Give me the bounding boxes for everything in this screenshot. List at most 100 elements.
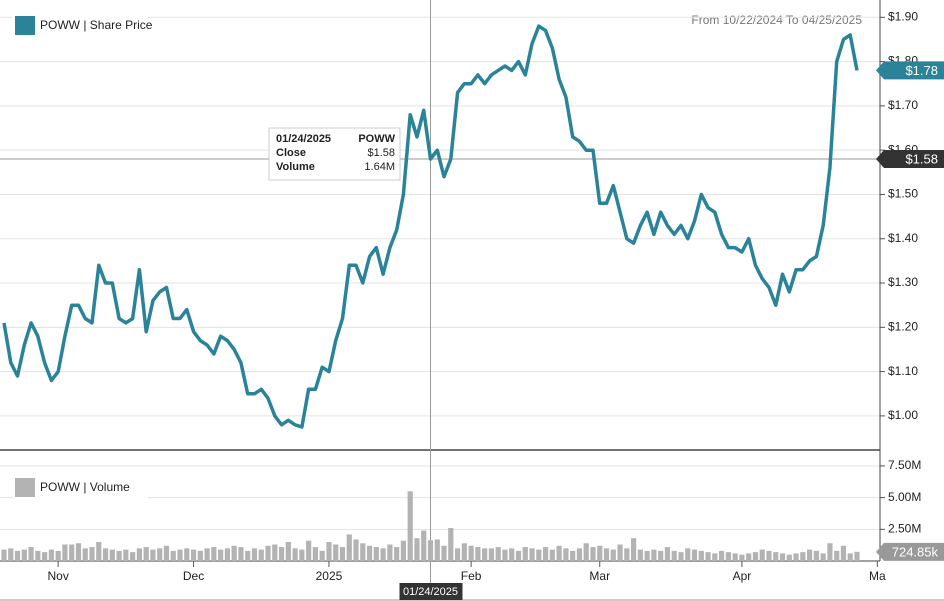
volume-bar (800, 552, 806, 561)
volume-bar (299, 549, 305, 561)
last-price-flag (876, 61, 944, 80)
volume-bar (14, 550, 21, 561)
volume-bar (482, 548, 488, 561)
volume-bar (705, 552, 711, 561)
volume-bar (671, 550, 677, 561)
close-flag (876, 150, 944, 169)
volume-bar (48, 549, 54, 561)
y-tick-label: 7.50M (888, 458, 921, 472)
volume-bar (644, 550, 650, 561)
x-tick-label: Mar (589, 569, 610, 583)
last-price-label: $1.78 (905, 63, 938, 78)
y-tick-label: $1.10 (888, 364, 918, 378)
volume-bar (204, 548, 210, 561)
volume-bar (211, 547, 217, 561)
volume-bar (265, 545, 271, 561)
date-marker-label: 01/24/2025 (403, 586, 458, 598)
volume-bar (102, 548, 109, 561)
price-line (2, 24, 859, 429)
date-range: From 10/22/2024 To 04/25/2025 (691, 13, 862, 27)
volume-bar (570, 550, 576, 561)
volume-bar (556, 545, 562, 561)
x-tick-label: Dec (183, 569, 204, 583)
volume-bar (136, 548, 142, 561)
volume-bar (664, 547, 671, 561)
volume-bar (624, 548, 630, 561)
legend-swatch (15, 478, 35, 497)
volume-bar (522, 547, 528, 561)
volume-bar (238, 547, 244, 561)
volume-bar (319, 550, 325, 561)
volume-bar (630, 538, 637, 561)
volume-bar (339, 547, 346, 561)
volume-bar (773, 552, 779, 561)
volume-bar (542, 547, 549, 561)
volume-bar (251, 548, 258, 561)
y-tick-label: $1.50 (888, 187, 918, 201)
volume-bar (278, 547, 285, 561)
volume-bar (272, 544, 278, 561)
volume-bar (8, 548, 14, 561)
volume-bar (454, 548, 461, 561)
volume-bar (333, 544, 339, 561)
x-tick-label: 2025 (316, 569, 343, 583)
legend-swatch (15, 16, 35, 35)
volume-bar (35, 550, 41, 561)
volume-bar (502, 549, 508, 561)
volume-bar (725, 552, 731, 561)
tooltip-text: 1.64M (364, 161, 395, 173)
volume-bar (441, 545, 447, 561)
volume-bar (400, 540, 407, 561)
volume-bar (109, 549, 115, 561)
volume-bar (813, 550, 819, 561)
y-tick-label: $1.70 (888, 98, 918, 112)
volume-bar (752, 552, 759, 561)
volume-bar (143, 547, 149, 561)
volume-bar (617, 544, 623, 561)
volume-bar (1, 549, 7, 561)
volume-bar (448, 528, 454, 561)
tooltip-text: POWW (358, 133, 395, 145)
volume-bar (515, 550, 522, 561)
volume-bar (658, 550, 664, 561)
volume-bar (427, 540, 434, 561)
volume-bar (123, 549, 129, 561)
volume-bar (651, 549, 657, 561)
y-tick-label: 5.00M (888, 490, 921, 504)
volume-bar (678, 552, 684, 561)
last-volume-label: 724.85k (892, 544, 939, 559)
volume-bar (536, 549, 542, 561)
volume-bar (258, 549, 264, 561)
volume-bar (414, 538, 420, 561)
volume-bar (475, 547, 481, 561)
x-tick-label: Apr (733, 569, 752, 583)
volume-bar (461, 543, 467, 561)
volume-bar (157, 548, 163, 561)
volume-bar (380, 548, 386, 561)
y-tick-label: $1.30 (888, 275, 918, 289)
volume-bar (583, 543, 589, 561)
volume-bar (854, 551, 860, 561)
volume-bar (150, 549, 156, 561)
volume-bar (224, 548, 231, 561)
volume-bar (610, 549, 616, 561)
tooltip-text: Volume (276, 161, 315, 173)
volume-bar (21, 549, 27, 561)
volume-bar (306, 540, 312, 561)
volume-bar (163, 545, 170, 561)
volume-bar (190, 549, 197, 561)
volume-bar (590, 547, 596, 561)
tooltip-text: 01/24/2025 (276, 133, 331, 145)
y-tick-label: $1.90 (888, 9, 918, 23)
volume-bar (28, 547, 34, 561)
x-tick-label: Nov (47, 569, 68, 583)
volume-bar (529, 548, 535, 561)
volume-bar (346, 534, 352, 561)
volume-bar (292, 548, 298, 561)
volume-bar (847, 553, 853, 561)
volume-bar (786, 554, 792, 561)
volume-bar (807, 549, 813, 561)
volume-bar (285, 541, 291, 561)
x-tick-label: Ma (869, 569, 886, 583)
